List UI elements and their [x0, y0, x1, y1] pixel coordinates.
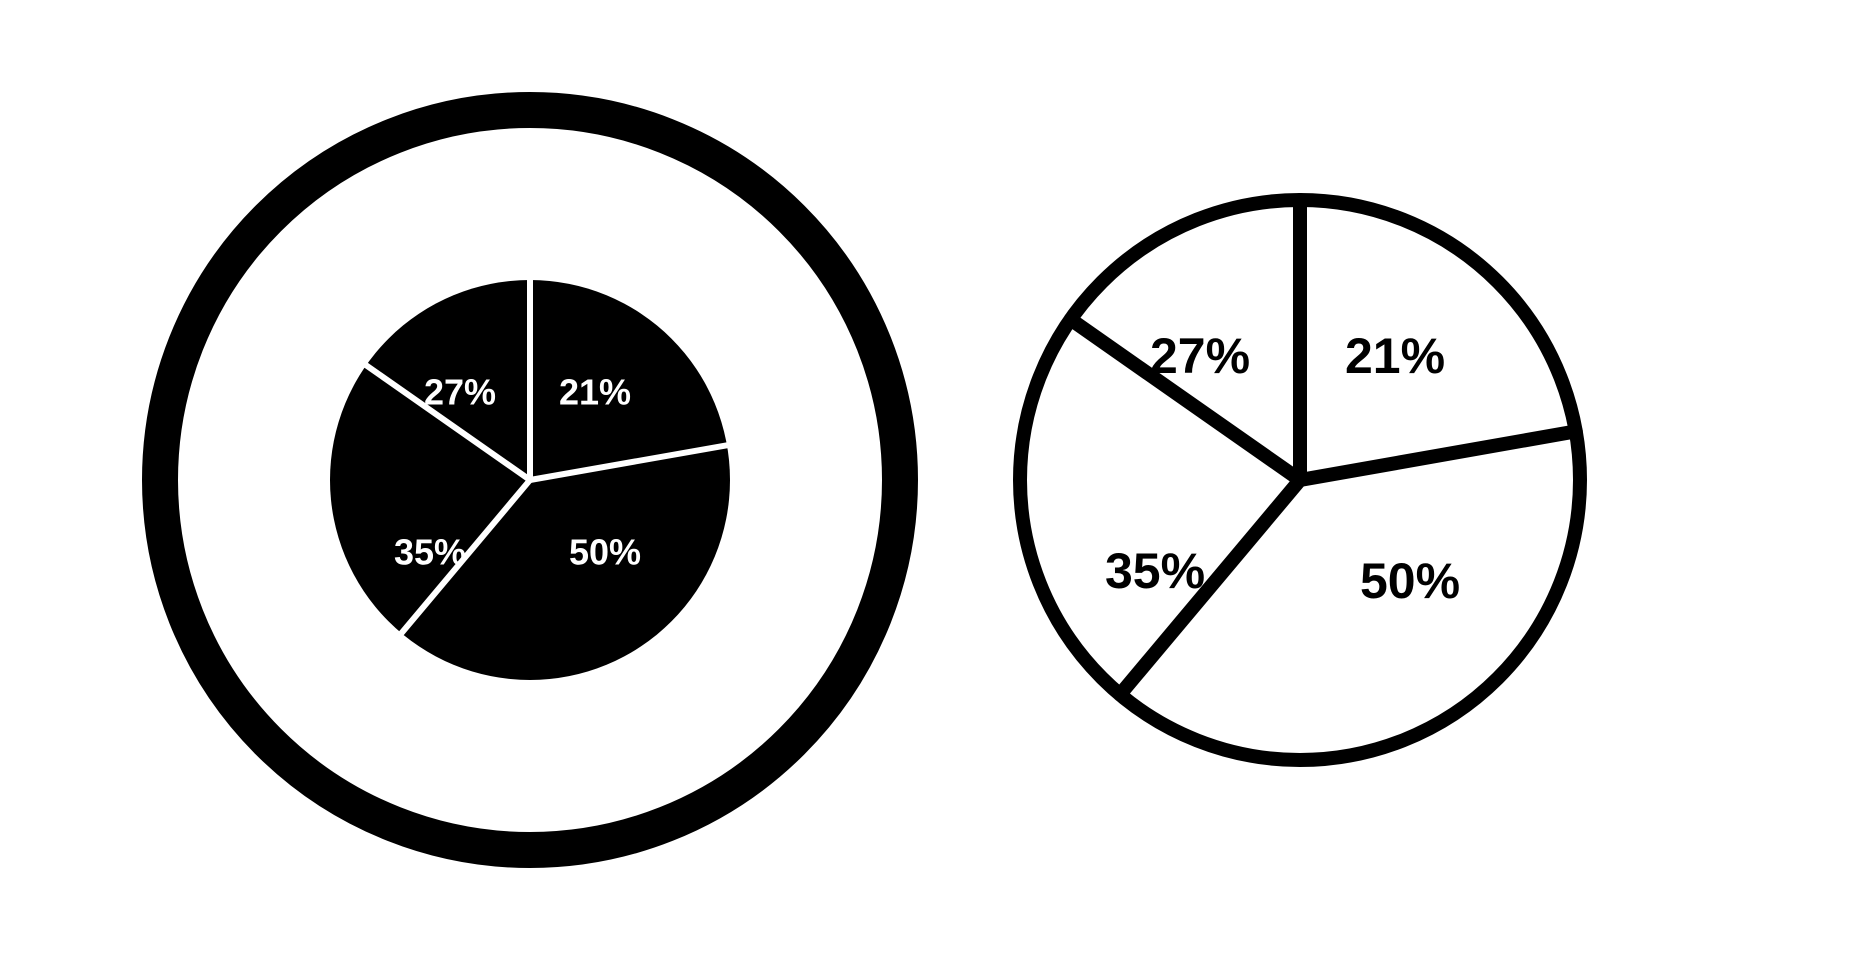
outline-slice-label-27: 27%	[1150, 328, 1250, 384]
pie-chart-outline: 21% 50% 35% 27%	[0, 0, 1854, 980]
outline-slice-label-21: 21%	[1345, 328, 1445, 384]
outline-slice-label-35: 35%	[1105, 543, 1205, 599]
chart-canvas: 21% 50% 35% 27% 21% 50% 35% 27%	[0, 0, 1854, 980]
outline-slice-label-50: 50%	[1360, 553, 1460, 609]
